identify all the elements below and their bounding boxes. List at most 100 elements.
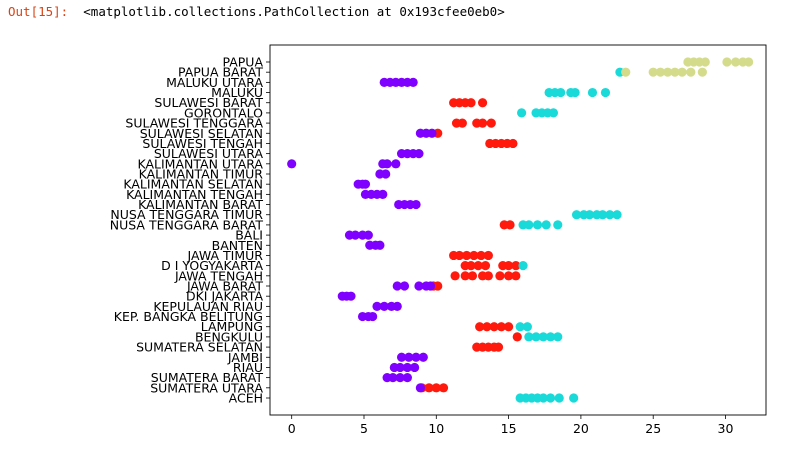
data-point xyxy=(427,128,437,138)
data-point xyxy=(414,149,424,159)
y-tick-label: JAMBI xyxy=(227,350,263,365)
plot-frame xyxy=(269,44,767,416)
data-point xyxy=(392,281,402,291)
y-tick-label: BANTEN xyxy=(212,238,263,253)
y-tick-label: SULAWESI UTARA xyxy=(154,146,264,161)
data-point xyxy=(518,261,528,271)
data-point xyxy=(396,352,407,362)
data-point xyxy=(473,261,483,271)
y-tick-label: DKI JAKARTA xyxy=(186,289,263,304)
data-point xyxy=(553,332,563,342)
data-point xyxy=(541,220,551,230)
x-tick-label: 5 xyxy=(360,421,368,436)
data-point xyxy=(415,383,425,393)
data-point xyxy=(477,98,488,108)
y-tick-label: MALUKU UTARA xyxy=(166,75,263,90)
data-point xyxy=(571,210,582,220)
data-point xyxy=(597,210,608,220)
data-point xyxy=(392,301,402,311)
data-point xyxy=(504,271,514,281)
data-point xyxy=(457,118,467,128)
data-point xyxy=(408,77,418,87)
data-point xyxy=(621,67,631,77)
data-point xyxy=(483,250,493,261)
data-point xyxy=(466,261,476,271)
data-point xyxy=(538,332,548,342)
data-point xyxy=(433,281,443,291)
data-point xyxy=(424,383,434,393)
y-tick-label: GORONTALO xyxy=(184,105,263,120)
output-text: <matplotlib.collections.PathCollection a… xyxy=(83,4,505,19)
y-tick-label: D I YOGYAKARTA xyxy=(161,258,263,273)
x-axis-ticks: 0 5 10 15 20 25 30 xyxy=(288,415,734,436)
data-point xyxy=(438,383,449,393)
y-tick-label: KALIMANTAN UTARA xyxy=(137,156,263,171)
y-tick-label: RIAU xyxy=(233,360,263,375)
data-point xyxy=(402,373,412,383)
data-point xyxy=(460,271,470,281)
y-tick-label: SUMATERA UTARA xyxy=(150,380,263,395)
y-tick-label: MALUKU xyxy=(211,85,263,100)
data-point xyxy=(655,67,666,77)
data-point xyxy=(496,322,506,332)
data-point xyxy=(524,220,534,230)
y-tick-label: KALIMANTAN SELATAN xyxy=(123,177,263,192)
data-point xyxy=(414,281,424,291)
data-point xyxy=(722,57,732,67)
data-point xyxy=(395,362,405,373)
data-point xyxy=(545,393,556,403)
data-point xyxy=(522,322,532,332)
y-tick-label: SUMATERA SELATAN xyxy=(136,340,263,355)
data-point xyxy=(486,118,496,128)
data-point xyxy=(495,271,505,281)
y-tick-label: SUMATERA BARAT xyxy=(151,370,264,385)
data-point xyxy=(670,67,680,77)
x-tick-label: 20 xyxy=(573,421,589,436)
data-point xyxy=(399,281,410,291)
data-point xyxy=(512,332,522,342)
data-point xyxy=(569,393,579,403)
y-tick-label: PAPUA xyxy=(222,55,263,70)
data-point xyxy=(508,138,518,149)
data-point xyxy=(469,250,479,261)
data-point xyxy=(382,159,392,169)
data-point xyxy=(605,210,615,220)
data-point xyxy=(511,261,521,271)
data-point xyxy=(493,342,504,352)
data-point xyxy=(554,393,564,403)
data-point xyxy=(411,199,421,210)
output-line: Out[15]: <matplotlib.collections.PathCol… xyxy=(8,4,505,19)
y-tick-label: SULAWESI TENGAH xyxy=(142,136,263,151)
data-point xyxy=(548,108,559,118)
x-tick-label: 25 xyxy=(645,421,661,436)
data-point xyxy=(744,57,754,67)
y-tick-label: KALIMANTAN TIMUR xyxy=(139,167,264,182)
data-point xyxy=(511,271,521,281)
data-point xyxy=(556,87,566,98)
data-point xyxy=(379,301,389,311)
data-point xyxy=(524,332,534,342)
data-point xyxy=(431,383,441,393)
data-point xyxy=(372,301,382,311)
data-point xyxy=(395,373,405,383)
data-point xyxy=(600,87,611,98)
data-point xyxy=(731,57,741,67)
data-point xyxy=(363,230,373,240)
data-point xyxy=(368,311,378,322)
y-tick-label: BENGKULU xyxy=(195,329,263,344)
data-point xyxy=(505,220,515,230)
y-tick-label: SULAWESI BARAT xyxy=(154,95,263,110)
data-point xyxy=(467,271,478,281)
data-point xyxy=(402,362,412,373)
data-point xyxy=(700,57,710,67)
data-point xyxy=(612,210,622,220)
data-point xyxy=(388,373,398,383)
data-point xyxy=(411,352,421,362)
y-tick-label: KALIMANTAN BARAT xyxy=(138,197,263,212)
y-tick-label: JAWA TIMUR xyxy=(187,248,264,263)
data-point xyxy=(517,108,527,118)
data-point xyxy=(466,98,476,108)
data-point xyxy=(489,322,499,332)
out-prompt: Out[15]: xyxy=(8,4,69,19)
data-point xyxy=(504,322,514,332)
